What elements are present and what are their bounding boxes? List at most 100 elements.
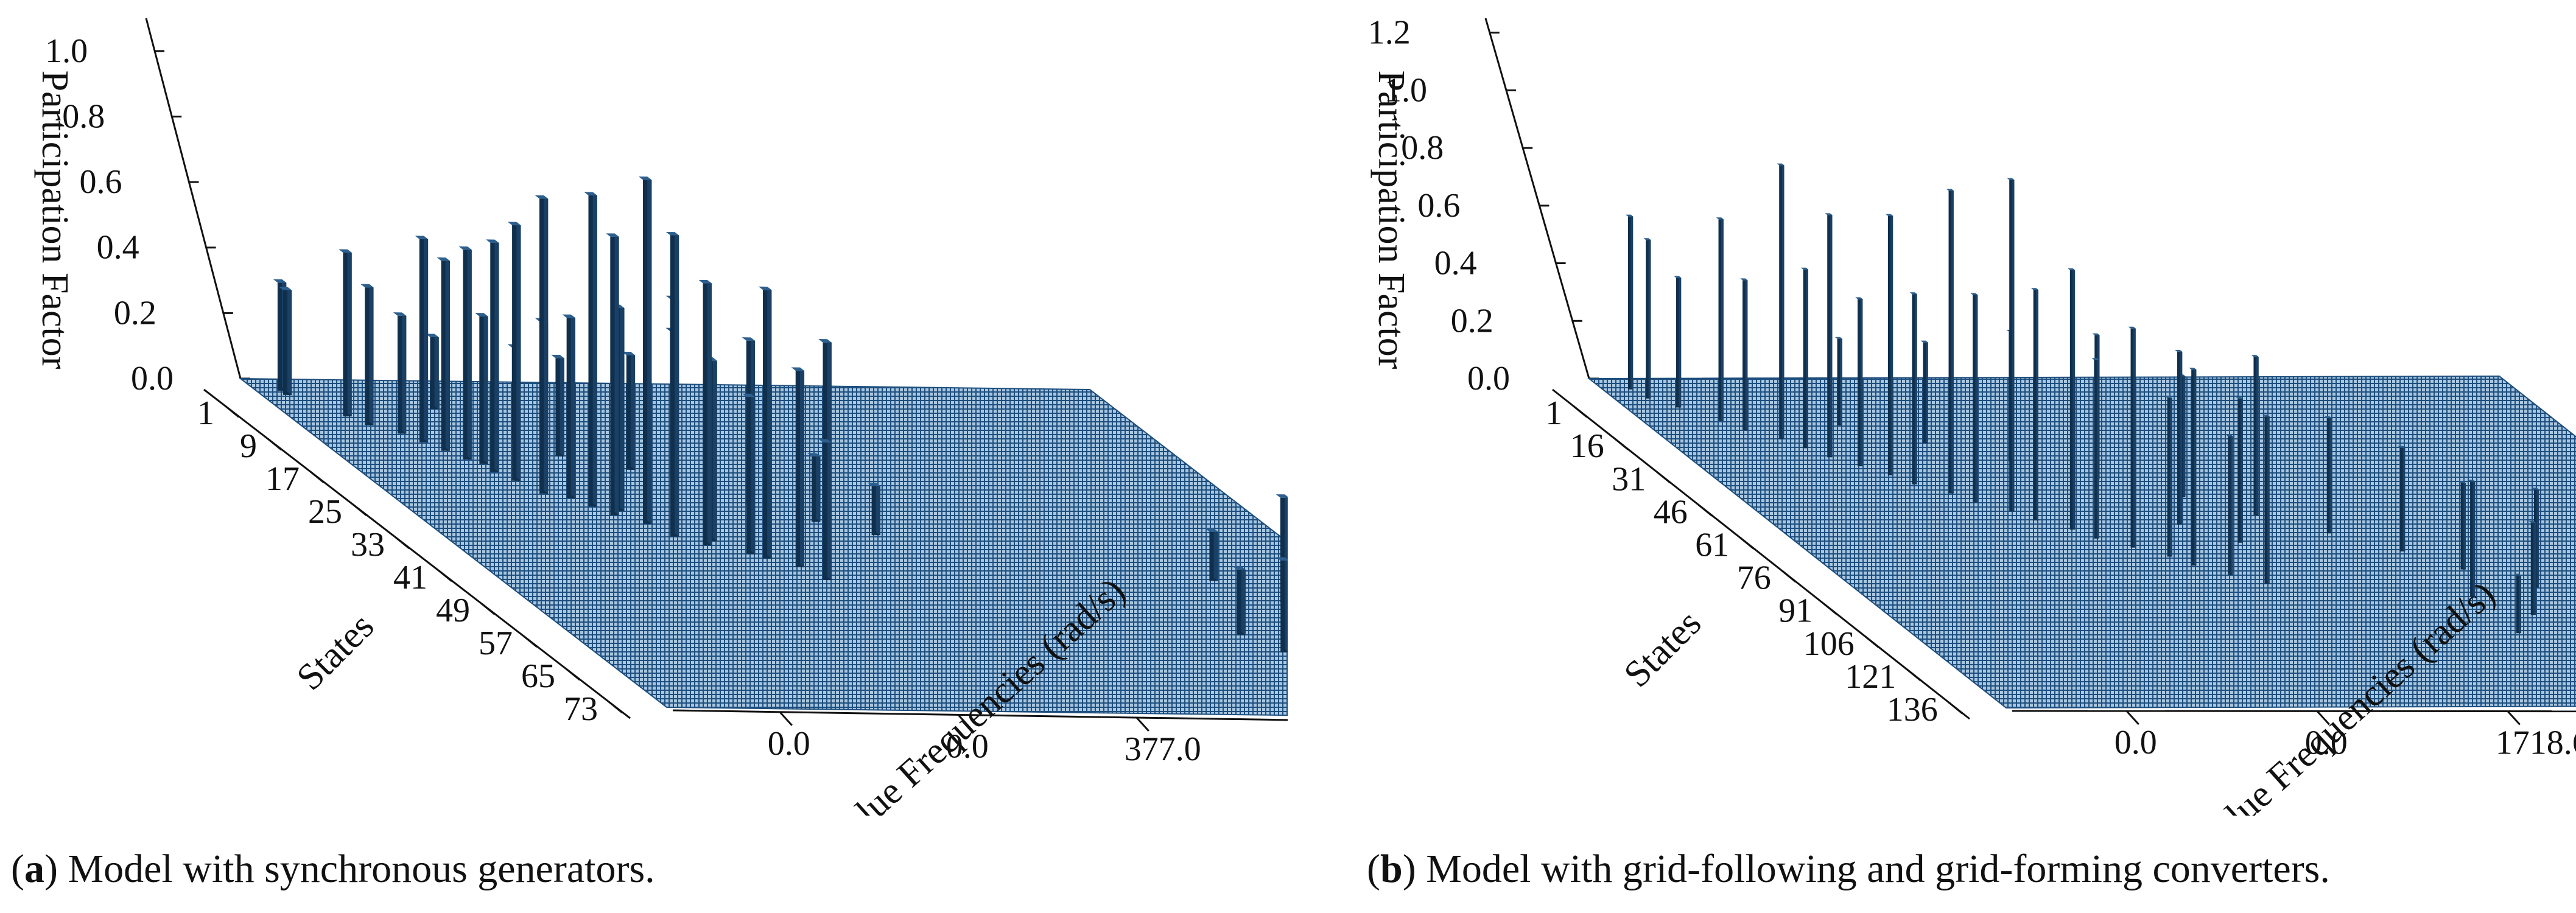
bar-face-top (2262, 415, 2270, 417)
bar-face-right (816, 453, 821, 522)
states-axis-label: States (1616, 602, 1709, 695)
bar (584, 192, 597, 507)
bar (1800, 267, 1808, 449)
bar-face-top (867, 482, 880, 486)
state-tick-label: 46 (1654, 493, 1688, 531)
bar (393, 312, 407, 434)
state-tick-mark (1781, 570, 1796, 582)
state-tick-mark (1656, 471, 1671, 484)
bar-face-right (2072, 268, 2076, 530)
bar-face-top (1946, 189, 1954, 191)
bar (807, 453, 821, 522)
z-tick-label: 0.8 (1401, 129, 1444, 167)
bar-face-top (1205, 528, 1218, 532)
state-tick-label: 9 (240, 427, 257, 465)
state-tick-label: 91 (1778, 592, 1813, 630)
bar-face-top (486, 239, 499, 243)
bar (2235, 396, 2243, 543)
bar (791, 367, 805, 568)
bar (742, 393, 756, 554)
bar (698, 279, 712, 546)
freq-tick-label: 0.0 (2114, 724, 2157, 761)
state-tick-mark (1697, 504, 1713, 517)
bar-face-top (360, 284, 374, 288)
bar-face-right (751, 393, 756, 554)
state-tick-label: 33 (351, 526, 385, 564)
z-tick-label: 1.2 (1368, 14, 1411, 52)
bar-face-right (1630, 214, 1634, 390)
bar (2251, 355, 2259, 516)
z-axis-label: Participation Factor (1370, 71, 1412, 369)
bar-face-top (2235, 396, 2243, 399)
bar (1716, 217, 1724, 421)
bar-face-top (1855, 297, 1863, 299)
bar-face-top (698, 279, 712, 284)
bar-face-right (434, 334, 439, 410)
bar-face-right (2036, 288, 2038, 521)
bar-face-right (369, 284, 374, 425)
bar (2068, 268, 2076, 530)
bar-face-right (674, 232, 679, 537)
bar (818, 439, 832, 581)
bar-face-right (614, 233, 619, 516)
state-tick-label: 121 (1845, 658, 1896, 696)
bar-face-right (1975, 293, 1978, 503)
bar-face-top (2528, 520, 2536, 523)
bar-face-right (2519, 573, 2521, 634)
state-tick-mark (1823, 603, 1838, 615)
bar-face-right (1806, 267, 1808, 449)
bar-face-top (2175, 349, 2183, 352)
state-tick-mark (353, 503, 367, 517)
bar-face-top (2164, 396, 2172, 398)
z-tick-label: 0.4 (97, 229, 139, 267)
bar (2007, 178, 2015, 512)
state-tick-mark (1864, 635, 1879, 648)
bar (665, 231, 679, 537)
bar-face-top (1287, 559, 1288, 562)
z-axis-line (1484, 18, 1590, 379)
caption-b-text: Model with grid-following and grid-formi… (1426, 847, 2330, 891)
bar-face-top (273, 279, 287, 283)
bar-face-right (445, 257, 450, 451)
bar (2513, 573, 2521, 634)
z-tick-label: 0.2 (114, 294, 156, 332)
bar-face-top (1920, 340, 1928, 343)
bar (535, 195, 549, 494)
state-tick-label: 76 (1737, 559, 1771, 597)
bar-face-right (1721, 217, 1724, 421)
bar-face-top (606, 233, 619, 237)
state-tick-label: 73 (564, 690, 598, 728)
bar-face-right (1213, 528, 1218, 581)
bar-face-top (507, 222, 521, 226)
bar-face-right (544, 195, 549, 494)
bar-face-top (665, 231, 679, 236)
state-tick-mark (267, 438, 282, 451)
bar-face-right (767, 286, 772, 559)
bar-face-right (592, 192, 597, 507)
state-tick-mark (438, 569, 452, 582)
caption-b-label: b (1380, 847, 1403, 891)
freq-tick-mark (779, 711, 793, 726)
bar (1626, 214, 1634, 390)
bar-face-right (1648, 238, 1651, 399)
bar-face-top (1970, 293, 1978, 295)
bar-face-top (2468, 480, 2476, 482)
bar-face-right (2533, 520, 2536, 615)
bar (2225, 434, 2233, 575)
bars-group (1626, 163, 2539, 634)
bar (551, 354, 564, 457)
caption-a: (a) Model with synchronous generators. (11, 847, 655, 891)
freq-tick-mark (2125, 710, 2139, 726)
bar-face-top (742, 337, 756, 341)
state-tick-mark (395, 536, 410, 550)
state-tick-mark (225, 405, 239, 418)
bar-face-top (1777, 163, 1785, 166)
freq-axis-line (2012, 710, 2576, 713)
bar (360, 284, 374, 425)
bar-face-top (458, 246, 472, 250)
bar-face-top (1232, 566, 1246, 570)
bar-face-top (278, 287, 292, 290)
bar (638, 176, 652, 524)
z-tick-label: 1.0 (1385, 71, 1427, 109)
